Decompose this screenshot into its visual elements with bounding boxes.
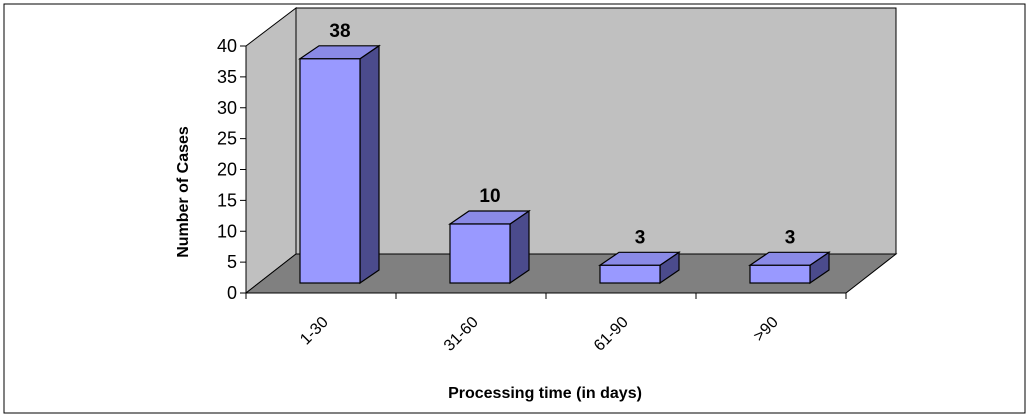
y-tick-label: 10 [217, 221, 237, 241]
bar-side [359, 44, 380, 285]
data-label: 3 [635, 227, 646, 248]
bar-front [299, 58, 361, 284]
bar-front [599, 264, 661, 284]
bar: 3 [748, 227, 831, 285]
bar: 10 [448, 186, 531, 285]
y-tick-label: 25 [217, 129, 237, 149]
bar: 3 [598, 227, 681, 285]
bar-front [749, 264, 811, 284]
y-tick-label: 40 [217, 36, 237, 56]
y-axis-label: Number of Cases [175, 126, 192, 258]
y-tick-label: 0 [227, 283, 237, 303]
x-axis-label: Processing time (in days) [448, 385, 642, 402]
back-wall [295, 7, 897, 255]
y-tick-label: 35 [217, 67, 237, 87]
bar: 38 [298, 21, 381, 285]
y-tick-label: 15 [217, 190, 237, 210]
side-wall [245, 6, 297, 295]
data-label: 38 [329, 21, 350, 42]
y-tick-label: 5 [227, 252, 237, 272]
y-tick-label: 20 [217, 160, 237, 180]
y-tick-label: 30 [217, 98, 237, 118]
bar-front [449, 223, 511, 284]
data-label: 3 [785, 227, 796, 248]
data-label: 10 [479, 186, 500, 207]
